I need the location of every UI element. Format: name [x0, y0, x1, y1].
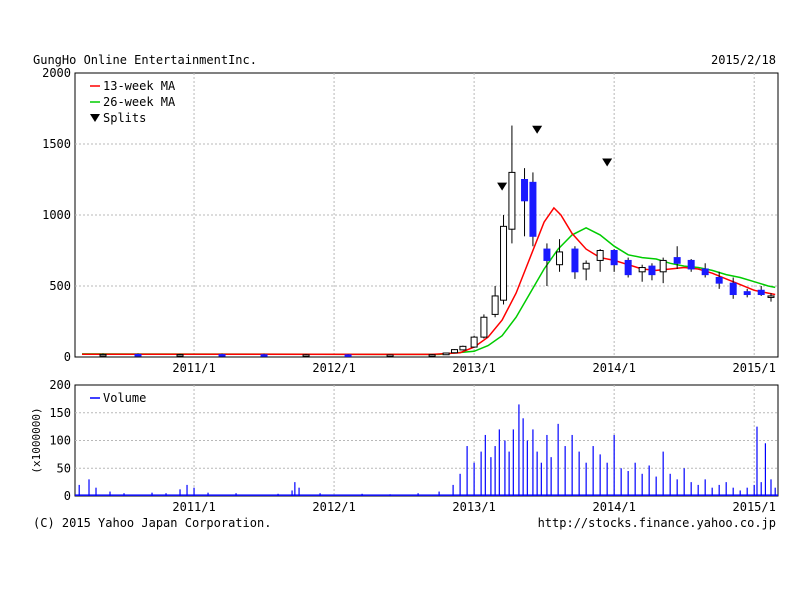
candle-up	[509, 172, 515, 229]
candle-down	[649, 266, 655, 275]
candle-down	[744, 292, 750, 295]
volume-panel: 0 50 100 150 200 2011/1 2012/1 2013/1 2014/1 2015…	[30, 378, 778, 514]
candle-up	[660, 260, 666, 271]
price-y-tick-label: 1000	[42, 208, 71, 222]
volume-x-tick-label: 2012/1	[312, 500, 355, 514]
candle-up	[501, 226, 507, 300]
volume-y-tick-label: 50	[57, 461, 71, 475]
volume-baseline	[75, 494, 778, 496]
candle-up	[443, 353, 449, 355]
candle-up	[583, 263, 589, 269]
candle-up	[639, 268, 645, 272]
candle-up	[471, 337, 477, 347]
candle-down	[544, 249, 550, 260]
candle-up	[557, 252, 563, 265]
candle-down	[522, 180, 528, 201]
candle-down	[135, 354, 141, 356]
price-x-tick-label: 2015/1	[733, 361, 776, 375]
volume-x-tick-label: 2015/1	[733, 500, 776, 514]
price-panel: 0 500 1000 1500 2000 2011/1 2012/1 2013/1 2014/1…	[42, 66, 778, 375]
price-y-tick-label: 0	[64, 350, 71, 364]
legend-ma13-label: 13-week MA	[103, 79, 176, 93]
candle-up	[177, 355, 183, 357]
price-y-tick-label: 500	[49, 279, 71, 293]
price-x-tick-label: 2014/1	[592, 361, 635, 375]
candle-up	[597, 251, 603, 261]
volume-y-tick-label: 0	[64, 489, 71, 503]
candle-down	[625, 260, 631, 274]
price-y-tick-label: 2000	[42, 66, 71, 80]
candle-down	[345, 355, 351, 357]
candle-down	[702, 269, 708, 275]
candle-up	[492, 296, 498, 314]
candle-down	[530, 182, 536, 236]
candle-up	[481, 317, 487, 337]
candle-up	[387, 355, 393, 357]
candle-down	[611, 251, 617, 265]
candle-up	[303, 355, 309, 357]
candle-down	[674, 258, 680, 264]
price-x-tick-label: 2011/1	[172, 361, 215, 375]
candle-down	[572, 249, 578, 272]
candle-up	[452, 350, 458, 353]
candle-down	[716, 277, 722, 283]
candle-up	[429, 355, 435, 357]
price-x-tick-label: 2012/1	[312, 361, 355, 375]
volume-x-tick-label: 2014/1	[592, 500, 635, 514]
volume-x-tick-label: 2011/1	[172, 500, 215, 514]
candle-up	[768, 296, 774, 298]
volume-y-axis-label: (x1000000)	[30, 407, 43, 473]
candle-up	[100, 354, 106, 356]
volume-y-tick-label: 100	[49, 434, 71, 448]
legend-volume-label: Volume	[103, 391, 146, 405]
candle-down	[688, 260, 694, 269]
candle-down	[219, 355, 225, 357]
volume-y-tick-label: 200	[49, 378, 71, 392]
candle-down	[758, 290, 764, 294]
price-y-tick-label: 1500	[42, 137, 71, 151]
candle-down	[261, 355, 267, 357]
price-x-tick-label: 2013/1	[452, 361, 495, 375]
legend-ma26-label: 26-week MA	[103, 95, 176, 109]
volume-y-tick-label: 150	[49, 406, 71, 420]
volume-x-tick-label: 2013/1	[452, 500, 495, 514]
candle-down	[730, 283, 736, 294]
candle-up	[460, 346, 466, 350]
legend-split-label: Splits	[103, 111, 146, 125]
